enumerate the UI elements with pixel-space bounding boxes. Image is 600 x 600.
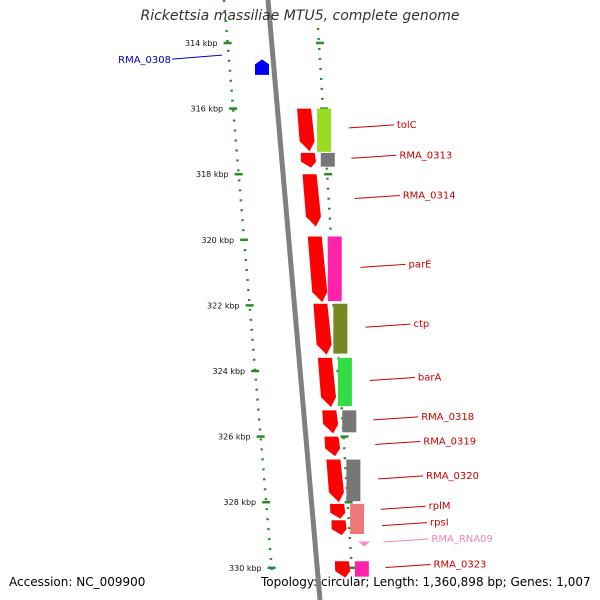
cog-block — [346, 459, 361, 502]
label-connector — [375, 440, 421, 445]
topology-summary: Topology: circular; Length: 1,360,898 bp… — [261, 575, 591, 589]
gene-labels: RMA_0308 tolC RMA_0313 RMA_0314 parE ctp barA R… — [118, 54, 493, 570]
label-connector — [383, 538, 429, 543]
gene-label-ctp: ctp — [413, 319, 429, 330]
label-connector — [360, 263, 406, 268]
label-connector — [380, 505, 426, 510]
label-connector — [351, 154, 397, 159]
label-connector — [385, 563, 431, 568]
gene-label-rplm: rplM — [429, 501, 451, 512]
label-connector — [369, 376, 415, 381]
cog-block — [333, 303, 348, 354]
gene-arrow-ctp — [313, 303, 332, 355]
gene-arrow-rma_0313 — [300, 152, 316, 168]
label-connector — [378, 475, 424, 480]
cog-block — [354, 561, 369, 577]
gene-arrow-rma_0318 — [322, 410, 339, 434]
accession-text: Accession: NC_009900 — [9, 575, 146, 589]
map-title: Rickettsia massiliae MTU5, complete geno… — [140, 8, 460, 24]
label-connector — [354, 194, 400, 199]
cog-blocks — [317, 108, 369, 577]
label-connector — [348, 124, 394, 129]
cog-block — [327, 236, 342, 302]
tick-label: 322 kbp — [207, 301, 240, 310]
gene-arrow-rpsi — [331, 520, 347, 535]
gene-label-rma_0314: RMA_0314 — [403, 190, 456, 201]
gene-arrow-rma_rna09 — [358, 541, 371, 547]
tick-label: 318 kbp — [196, 170, 229, 179]
label-connector — [382, 522, 428, 527]
tick-label: 320 kbp — [202, 236, 235, 245]
label-connector — [171, 54, 223, 60]
gene-label-rma_0308: RMA_0308 — [118, 55, 171, 66]
genome-backbone — [265, 0, 323, 600]
gene-label-rma_0323: RMA_0323 — [434, 559, 487, 570]
cog-block — [342, 410, 357, 433]
gene-label-rma_0320: RMA_0320 — [426, 471, 479, 482]
gene-arrow-rplm — [330, 503, 346, 519]
cog-block — [337, 357, 352, 407]
cog-block — [317, 108, 332, 152]
label-connector — [373, 416, 419, 421]
gene-label-rpsi: rpsI — [430, 518, 449, 529]
gene-arrow-rma_0308 — [255, 59, 269, 75]
cog-block — [350, 503, 365, 534]
gene-label-rma_0319: RMA_0319 — [423, 436, 476, 447]
gene-label-bara: barA — [418, 372, 442, 383]
gene-arrow-tolc — [297, 108, 315, 152]
ruler-left-dotted-line — [222, 0, 274, 573]
gene-arrow-rma_0319 — [324, 436, 341, 457]
gene-arrow-rma_0314 — [302, 174, 321, 227]
gene-features — [255, 59, 371, 578]
gene-label-rma_rna09: RMA_RNA09 — [431, 534, 492, 545]
tick-label: 326 kbp — [218, 433, 251, 442]
gene-label-pare: parE — [408, 259, 431, 270]
tick-label: 330 kbp — [229, 564, 262, 573]
tick-label: 316 kbp — [191, 105, 224, 114]
gene-arrow-rma_0323 — [334, 561, 351, 578]
gene-arrow-rma_0320 — [326, 459, 344, 503]
cog-block — [320, 152, 335, 167]
gene-arrow-bara — [317, 357, 336, 408]
gene-label-rma_0313: RMA_0313 — [399, 150, 452, 161]
gene-label-rma_0318: RMA_0318 — [421, 412, 474, 423]
tick-label: 328 kbp — [224, 498, 257, 507]
label-connector — [365, 323, 411, 328]
tick-label: 314 kbp — [185, 39, 218, 48]
gene-arrow-pare — [307, 236, 328, 303]
gene-label-tolc: tolC — [397, 120, 417, 131]
tick-label: 324 kbp — [213, 367, 246, 376]
